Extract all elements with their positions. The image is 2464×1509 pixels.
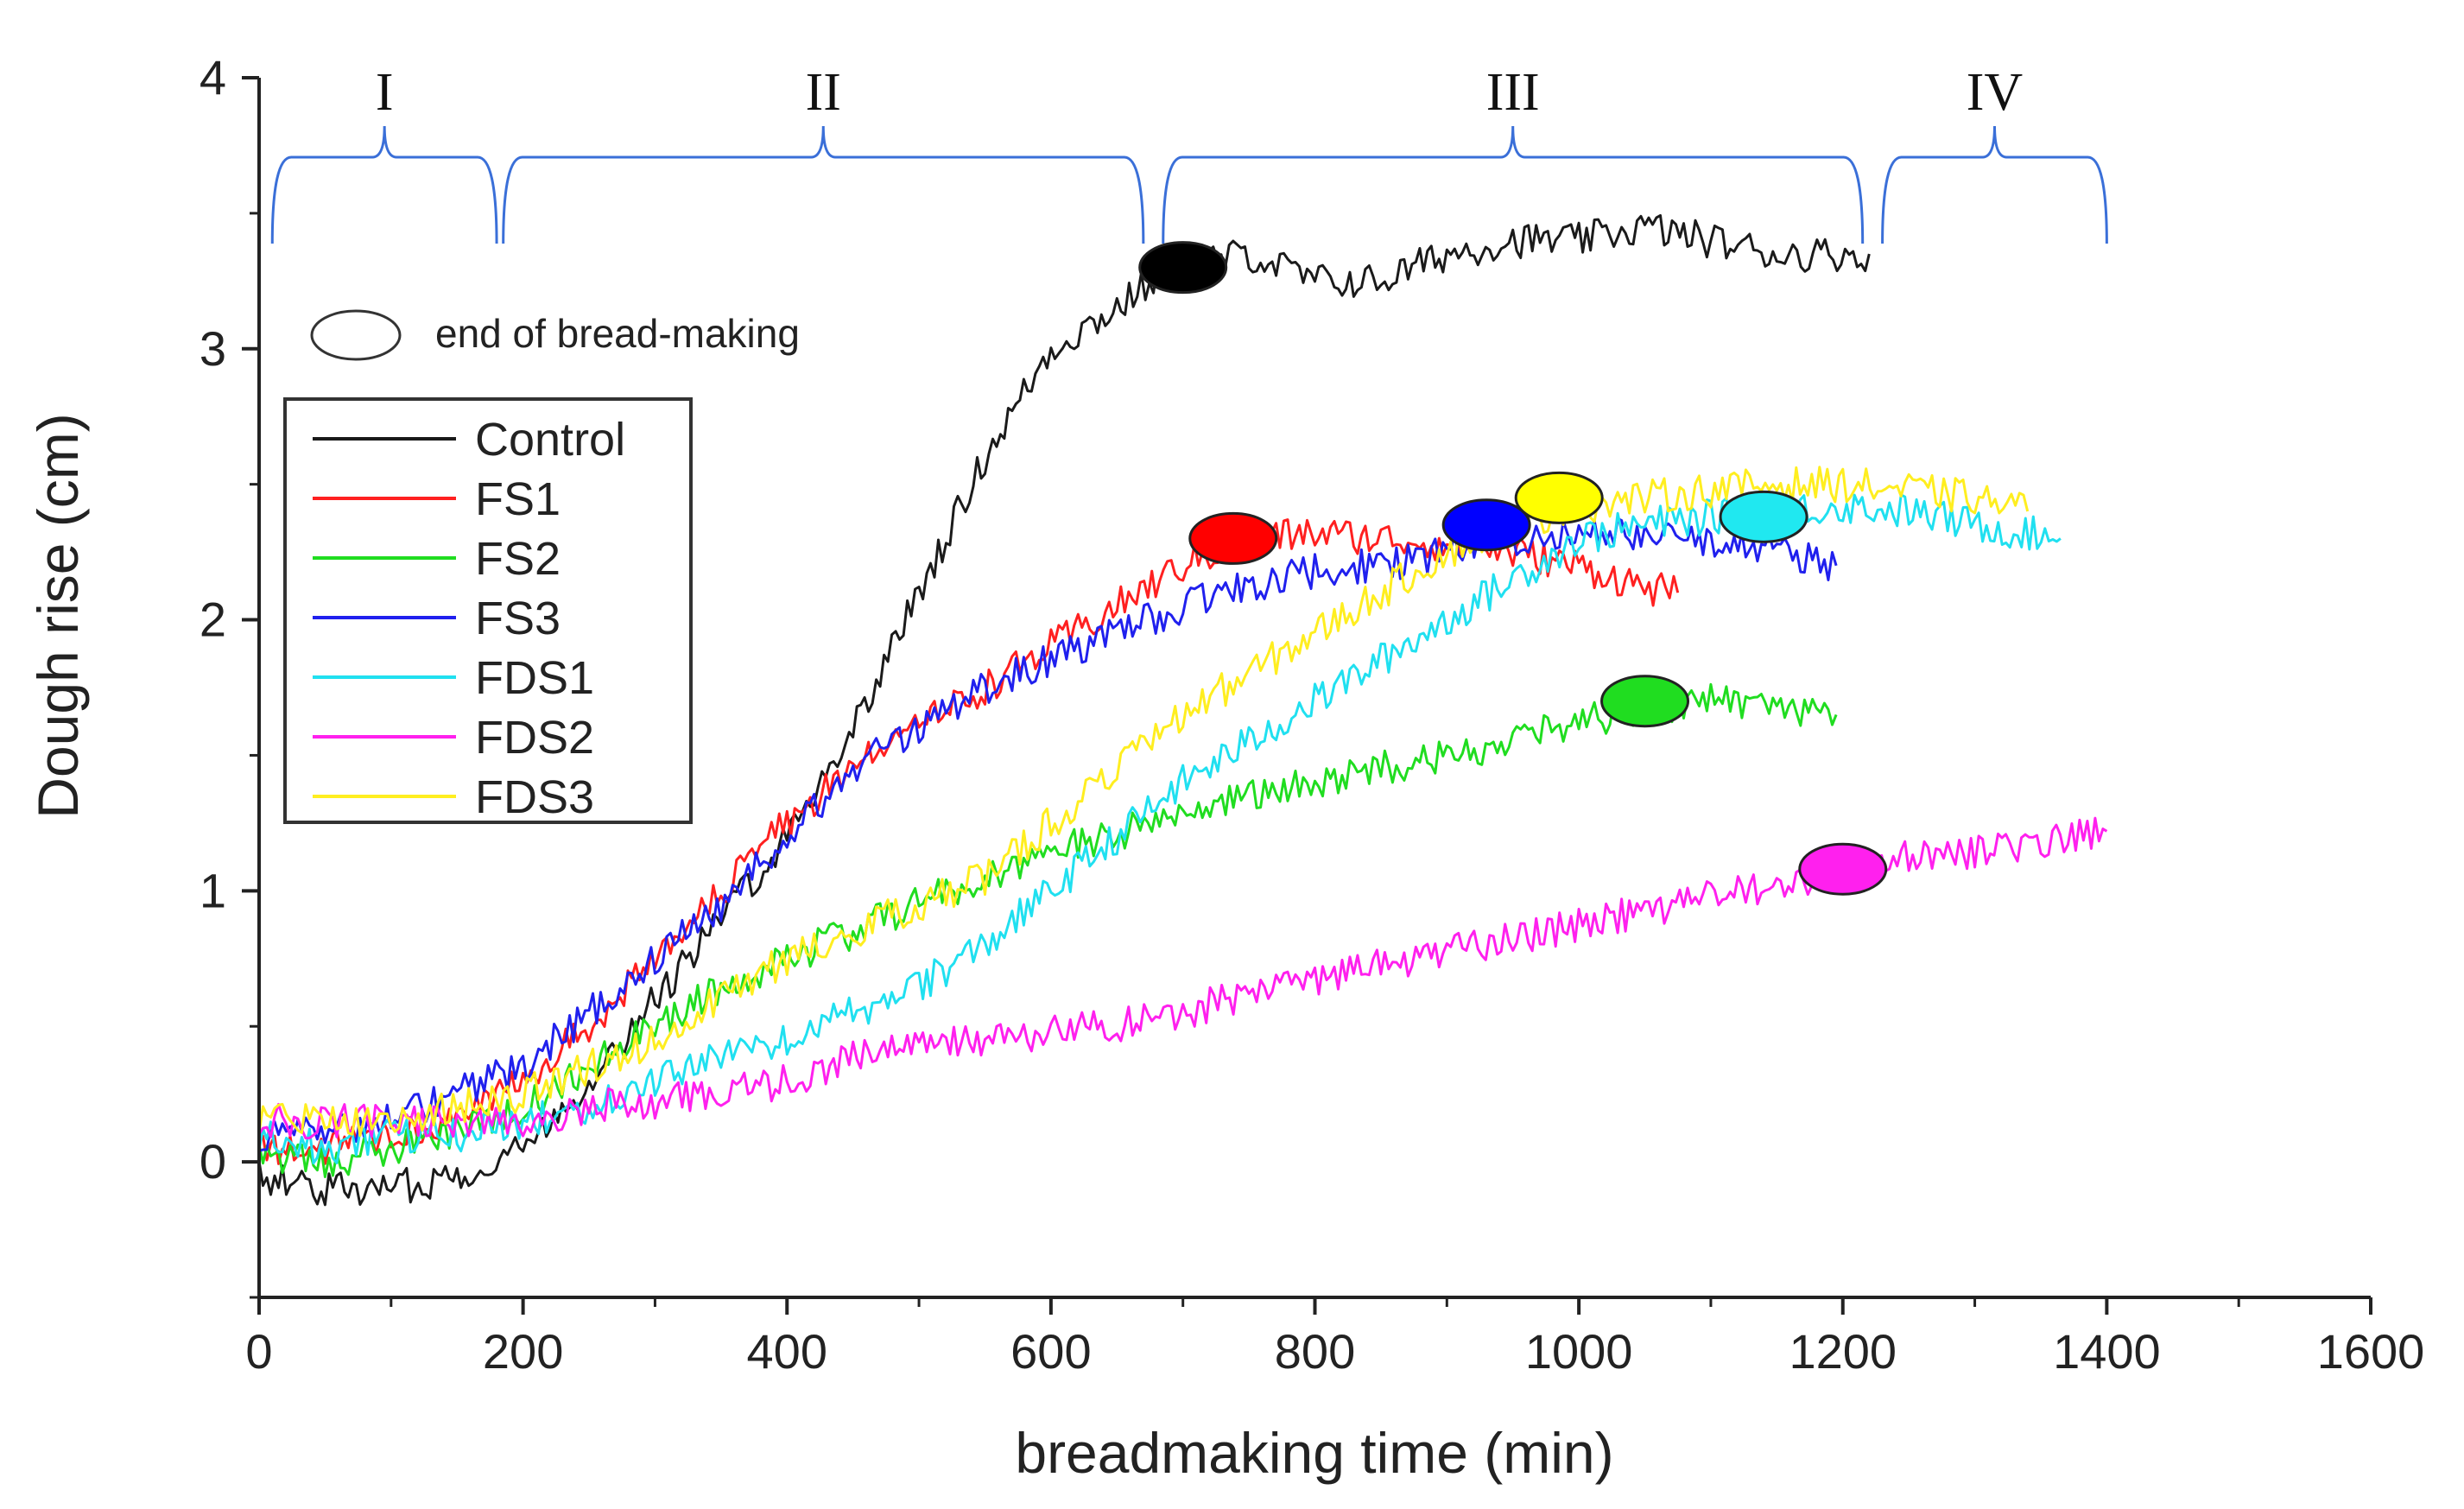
axes: 0 200 400 600 800 1000 1200 1400 1600 0 1 2 3 4: [200, 50, 2424, 1379]
end-marker-fds3: [1514, 471, 1604, 524]
x-tick-label: 400: [747, 1324, 827, 1379]
legend-label-fs2: FS2: [475, 533, 561, 585]
x-tick-label: 1400: [2053, 1324, 2161, 1379]
phase-bracket-iii: [1162, 125, 1865, 244]
end-marker-fs3: [1441, 498, 1531, 552]
legend-label-fs3: FS3: [475, 593, 561, 644]
end-marker-key-icon: [310, 309, 402, 361]
end-markers: [1138, 241, 1888, 896]
end-marker-fds1: [1719, 490, 1808, 543]
series-lines: [257, 213, 2108, 1207]
end-marker-control: [1138, 241, 1228, 295]
phase-label-ii: II: [806, 63, 841, 122]
y-tick-label: 1: [200, 863, 226, 917]
legend-label-fds1: FDS1: [475, 652, 594, 704]
legend-label-fds2: FDS2: [475, 712, 594, 764]
x-tick-label: 1200: [1789, 1324, 1897, 1379]
end-marker-fs1: [1188, 511, 1278, 565]
end-marker-fs2: [1600, 675, 1690, 728]
legend: end of bread-making Control FS1 FS2 FS3 FDS1 F…: [283, 309, 800, 824]
y-axis-label: Dough rise (cm): [26, 413, 90, 818]
phase-label-i: I: [376, 63, 394, 122]
y-tick-label: 3: [200, 321, 226, 376]
x-tick-label: 1000: [1525, 1324, 1633, 1379]
x-tick-label: 1600: [2317, 1324, 2425, 1379]
x-tick-label: 0: [245, 1324, 272, 1379]
phase-label-iv: IV: [1967, 63, 2024, 122]
series-line-fs1: [258, 518, 1680, 1165]
phase-brackets: I II III IV: [270, 63, 2108, 244]
legend-label-fds3: FDS3: [475, 771, 594, 823]
legend-box: [283, 397, 693, 824]
x-tick-label: 800: [1275, 1324, 1355, 1379]
phase-bracket-i: [270, 125, 498, 244]
end-marker-key-label: end of bread-making: [435, 311, 800, 356]
y-tick-label: 0: [200, 1134, 226, 1189]
x-tick-label: 200: [483, 1324, 563, 1379]
phase-bracket-ii: [502, 125, 1145, 244]
legend-label-control: Control: [475, 414, 625, 466]
x-axis-label: breadmaking time (min): [1015, 1421, 1613, 1485]
x-tick-label: 600: [1010, 1324, 1091, 1379]
y-tick-label: 4: [200, 50, 226, 105]
y-tick-label: 2: [200, 593, 226, 647]
phase-bracket-iv: [1881, 125, 2108, 244]
legend-label-fs1: FS1: [475, 473, 561, 525]
phase-label-iii: III: [1486, 63, 1540, 122]
end-marker-fds2: [1798, 842, 1888, 896]
series-line-fds3: [257, 466, 2030, 1138]
series-line-control: [257, 213, 1871, 1207]
